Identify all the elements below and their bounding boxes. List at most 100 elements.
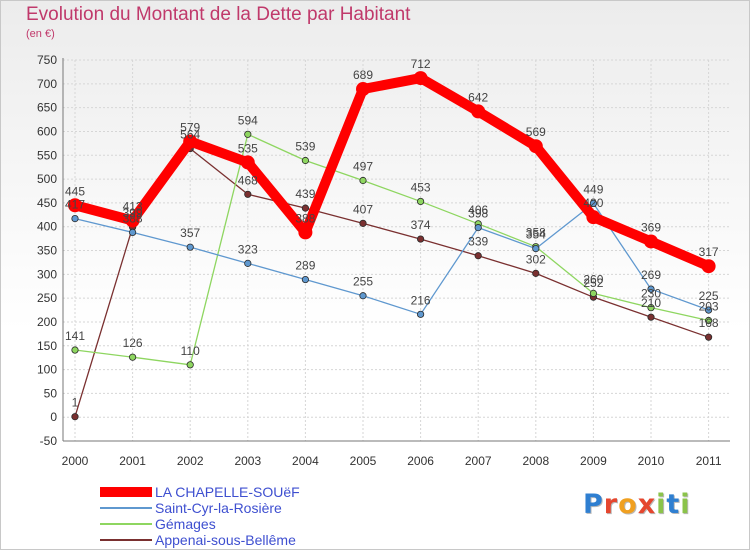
y-tick-label: 250 [37,291,57,305]
data-label: 449 [583,182,603,196]
data-label: 225 [699,289,719,303]
data-point [186,361,194,369]
data-label: 539 [295,139,315,153]
series-line [70,73,714,272]
y-tick-label: 200 [37,315,57,329]
data-label: 110 [181,344,200,358]
data-point [301,156,309,165]
data-point [589,289,598,297]
legend-label: Appenai-sous-Bellême [155,532,296,548]
data-label: 168 [699,316,719,330]
data-label: 203 [699,300,719,314]
data-label: 358 [526,226,546,240]
logo-letter: x [637,489,657,520]
x-tick-label: 2000 [62,454,89,468]
data-label: 1 [72,396,79,410]
data-point [71,214,79,223]
y-tick-label: 500 [37,172,57,186]
data-point [244,130,252,138]
data-label: 497 [353,159,373,173]
y-tick-label: 0 [50,410,57,424]
data-label: 141 [65,329,85,343]
chart-title: Evolution du Montant de la Dette par Hab… [26,4,411,25]
data-point [129,353,137,361]
y-tick-label: 650 [37,101,57,115]
y-tick-label: 400 [37,220,57,234]
data-label: 255 [353,275,373,289]
data-label: 210 [641,296,661,310]
y-tick-label: -50 [40,434,58,448]
data-point [647,285,655,293]
logo-letter: r [603,489,619,520]
data-point [301,275,309,284]
series-line [74,147,710,418]
y-tick-label: 50 [44,386,58,400]
data-label: 302 [526,252,546,266]
data-label: 388 [295,211,315,225]
y-tick-label: 350 [37,244,57,258]
data-point [471,104,486,119]
data-label: 569 [526,125,546,139]
data-label: 406 [468,203,488,217]
data-label: 689 [353,68,373,82]
data-point [589,199,598,207]
y-tick-label: 600 [37,124,57,138]
data-point [416,235,425,243]
data-point [532,244,540,253]
legend-swatch [100,487,152,497]
data-point [416,310,425,318]
data-label: 269 [641,268,661,282]
data-point [474,252,482,260]
data-point [298,225,313,240]
data-point [416,197,425,206]
data-point [359,292,367,300]
legend-swatch [100,523,152,525]
y-tick-label: 150 [37,339,57,353]
legend-label: LA CHAPELLE-SOUëF [155,484,300,500]
legend-label: Saint-Cyr-la-Rosière [155,500,282,516]
data-point [129,228,137,237]
data-label: 354 [526,228,546,242]
data-label: 260 [583,272,603,286]
legend-swatch [100,507,152,509]
x-tick-label: 2008 [522,454,549,468]
data-point [356,82,370,97]
legend-swatch [100,539,152,541]
x-tick-label: 2009 [580,454,607,468]
data-label: 388 [123,211,143,225]
data-label: 357 [180,226,200,240]
logo-letter: t [666,489,681,520]
proxiti-logo: Proxiti [583,489,691,520]
x-tick-label: 2002 [177,454,204,468]
data-point [244,259,252,267]
data-label: 413 [123,199,143,213]
x-tick-label: 2003 [234,454,261,468]
series-line [74,133,710,366]
logo-letter: i [680,489,691,520]
data-point [647,313,655,321]
data-label: 642 [468,90,488,104]
data-label: 594 [238,113,258,127]
data-point [704,333,713,341]
x-tick-label: 2001 [119,454,146,468]
data-point [704,306,713,314]
data-label: 317 [699,245,719,259]
data-point [359,176,367,185]
data-label: 230 [641,287,661,301]
data-point [704,316,713,325]
legend-label: Gémages [155,516,216,532]
data-point [701,259,716,274]
data-label: 445 [65,184,85,198]
data-label: 374 [411,218,431,232]
data-label: 468 [238,173,258,187]
data-point [359,219,367,227]
data-point [301,204,309,212]
data-point [125,213,140,228]
data-point [71,346,79,354]
x-tick-label: 2010 [638,454,665,468]
data-point [240,155,255,170]
data-label: 369 [641,220,661,234]
x-tick-label: 2007 [465,454,492,468]
data-label: 564 [180,128,200,142]
data-label: 453 [411,180,431,194]
